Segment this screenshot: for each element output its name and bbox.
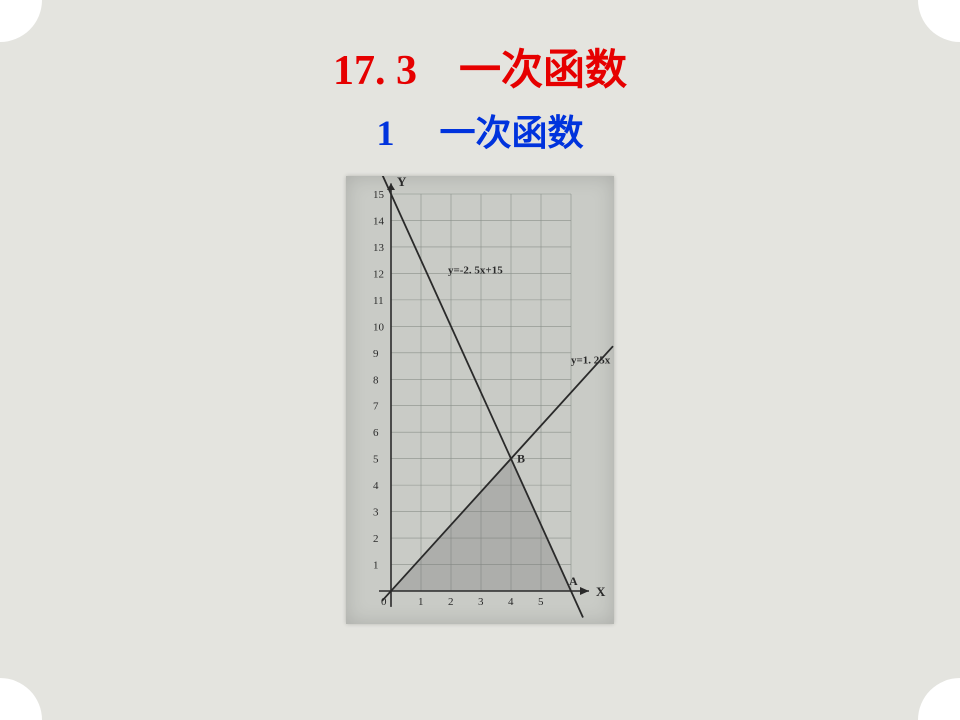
svg-text:Y: Y bbox=[397, 176, 407, 189]
page-title: 17. 3 一次函数 bbox=[0, 36, 960, 97]
svg-text:B: B bbox=[517, 452, 525, 466]
svg-text:8: 8 bbox=[373, 374, 379, 386]
svg-text:9: 9 bbox=[373, 348, 379, 360]
subtitle-number: 1 bbox=[376, 113, 394, 153]
svg-text:5: 5 bbox=[538, 596, 544, 608]
corner-decoration bbox=[0, 678, 42, 720]
svg-text:3: 3 bbox=[478, 596, 484, 608]
svg-text:14: 14 bbox=[373, 215, 385, 227]
line-chart: y=-2. 5x+15y=1. 25x012345123456789101112… bbox=[346, 176, 614, 624]
svg-text:7: 7 bbox=[373, 401, 379, 413]
chart-canvas: y=-2. 5x+15y=1. 25x012345123456789101112… bbox=[346, 176, 614, 624]
corner-decoration bbox=[918, 678, 960, 720]
svg-text:12: 12 bbox=[373, 268, 384, 280]
svg-text:6: 6 bbox=[373, 427, 379, 439]
svg-text:2: 2 bbox=[448, 596, 454, 608]
subtitle-text: 一次函数 bbox=[439, 113, 583, 153]
svg-text:y=-2. 5x+15: y=-2. 5x+15 bbox=[448, 264, 503, 276]
svg-text:1: 1 bbox=[418, 596, 424, 608]
svg-text:13: 13 bbox=[373, 242, 385, 254]
svg-text:10: 10 bbox=[373, 321, 385, 333]
svg-text:X: X bbox=[596, 584, 606, 599]
svg-text:1: 1 bbox=[373, 560, 379, 572]
svg-text:0: 0 bbox=[381, 596, 387, 608]
svg-text:A: A bbox=[569, 574, 578, 588]
svg-text:4: 4 bbox=[508, 596, 514, 608]
svg-text:11: 11 bbox=[373, 295, 384, 307]
title-number: 17. 3 bbox=[333, 48, 417, 94]
svg-text:15: 15 bbox=[373, 189, 385, 201]
svg-text:2: 2 bbox=[373, 533, 379, 545]
subtitle: 1 一次函数 bbox=[0, 104, 960, 156]
slide: 17. 3 一次函数 1 一次函数 y=-2. 5x+15y=1. 25x012… bbox=[0, 0, 960, 720]
svg-text:3: 3 bbox=[373, 507, 379, 519]
svg-text:5: 5 bbox=[373, 454, 379, 466]
title-text: 一次函数 bbox=[459, 48, 627, 94]
svg-text:y=1. 25x: y=1. 25x bbox=[571, 354, 611, 366]
svg-text:4: 4 bbox=[373, 480, 379, 492]
